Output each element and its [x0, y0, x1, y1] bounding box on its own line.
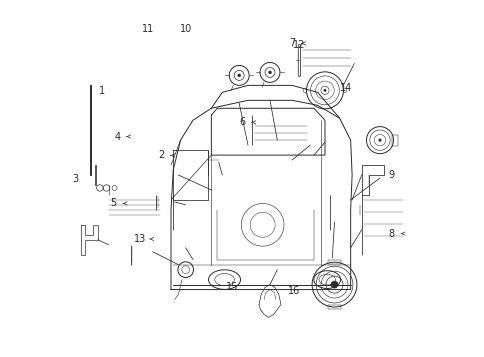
Circle shape: [237, 74, 240, 77]
Text: 12: 12: [293, 40, 305, 50]
Bar: [392, 135, 397, 146]
Bar: [327, 305, 341, 309]
Text: 13: 13: [134, 234, 146, 244]
Circle shape: [330, 281, 337, 288]
Text: 8: 8: [388, 228, 394, 238]
Text: 11: 11: [141, 24, 154, 34]
Text: 16: 16: [287, 286, 300, 296]
Text: 2: 2: [158, 150, 164, 160]
Text: 5: 5: [110, 198, 117, 208]
Text: 1: 1: [99, 86, 105, 96]
Circle shape: [378, 139, 380, 141]
Bar: [327, 260, 341, 264]
Text: 9: 9: [388, 170, 394, 180]
Text: 10: 10: [180, 24, 192, 34]
Circle shape: [268, 71, 271, 74]
Text: 7: 7: [288, 38, 295, 48]
Text: 3: 3: [72, 174, 78, 183]
Circle shape: [323, 89, 326, 92]
Text: 6: 6: [239, 117, 245, 127]
Text: 4: 4: [114, 131, 120, 141]
Text: 15: 15: [225, 282, 238, 292]
Text: 14: 14: [339, 83, 351, 93]
